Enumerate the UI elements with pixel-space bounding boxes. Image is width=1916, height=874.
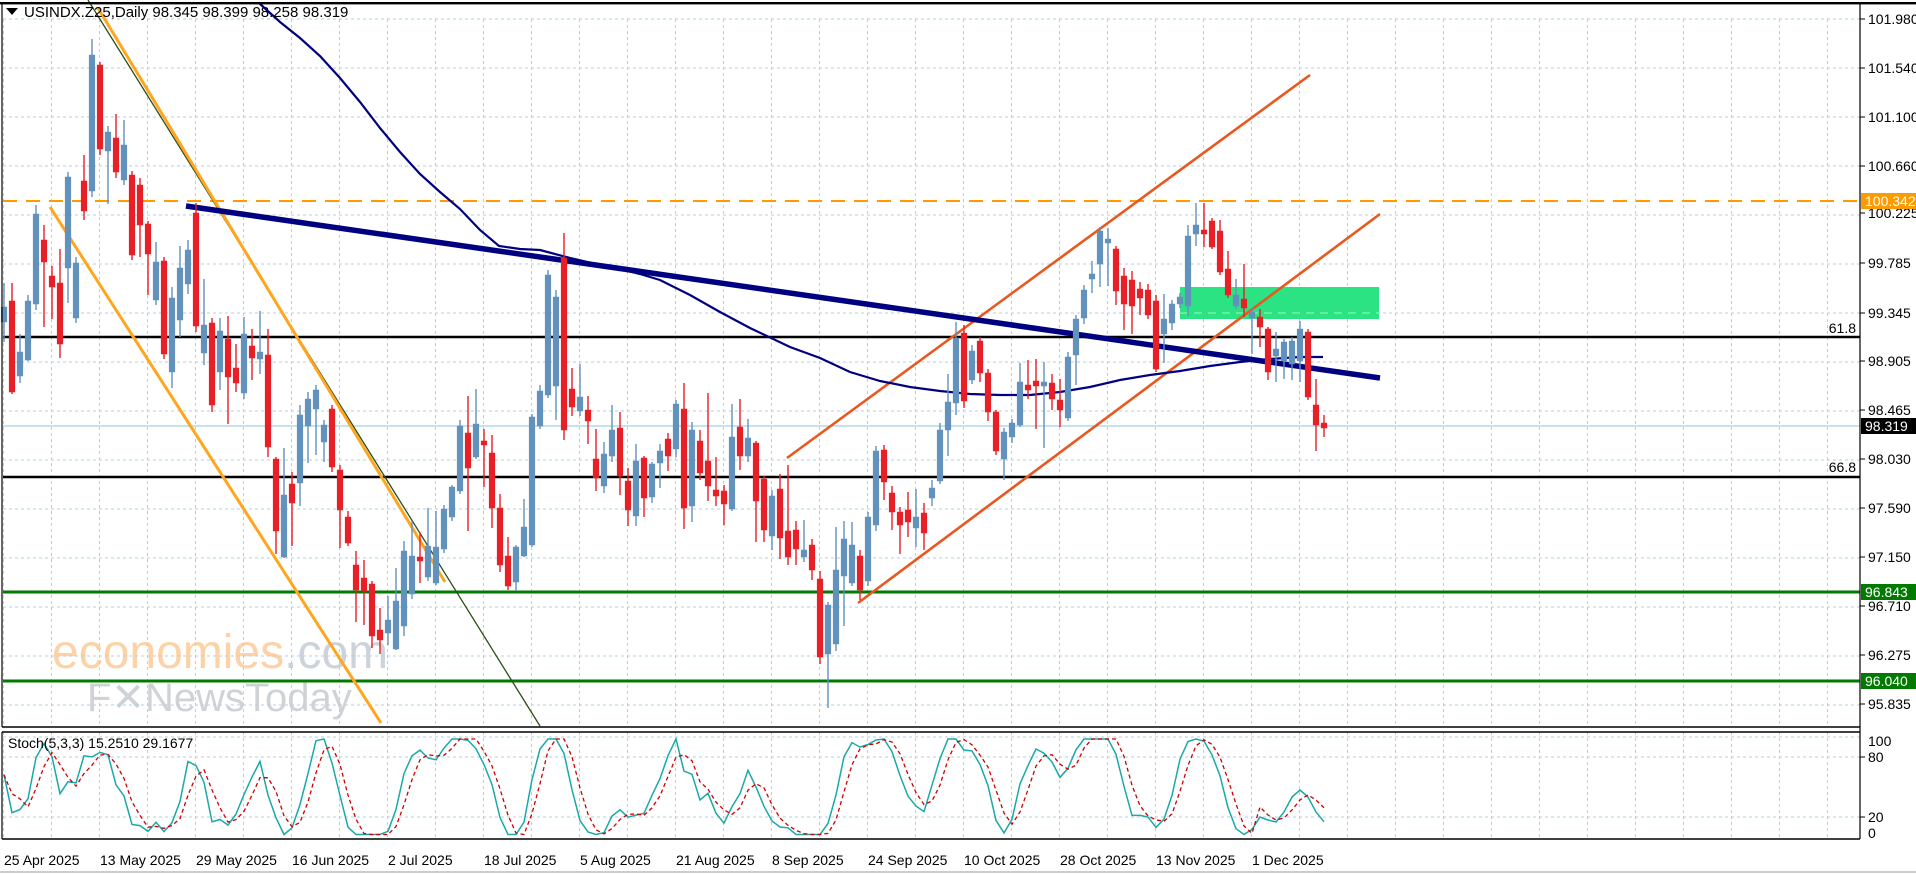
- svg-text:13 May 2025: 13 May 2025: [100, 852, 181, 868]
- svg-text:0: 0: [1868, 825, 1876, 841]
- svg-text:98.465: 98.465: [1868, 402, 1911, 418]
- svg-text:economies.com: economies.com: [52, 626, 388, 679]
- svg-text:80: 80: [1868, 749, 1884, 765]
- svg-text:10 Oct 2025: 10 Oct 2025: [964, 852, 1040, 868]
- svg-text:96.843: 96.843: [1865, 584, 1908, 600]
- svg-text:100.342: 100.342: [1865, 193, 1916, 209]
- svg-text:98.905: 98.905: [1868, 353, 1911, 369]
- svg-text:96.040: 96.040: [1865, 673, 1908, 689]
- svg-text:21 Aug 2025: 21 Aug 2025: [676, 852, 755, 868]
- svg-text:24 Sep 2025: 24 Sep 2025: [868, 852, 948, 868]
- svg-text:97.590: 97.590: [1868, 500, 1911, 516]
- svg-text:Stoch(5,3,3) 15.2510 29.1677: Stoch(5,3,3) 15.2510 29.1677: [8, 735, 193, 751]
- svg-text:66.8: 66.8: [1829, 459, 1856, 475]
- svg-text:USINDX.Z25,Daily 98.345 98.39: USINDX.Z25,Daily 98.345 98.399 98.258 98…: [24, 4, 348, 21]
- svg-text:101.100: 101.100: [1868, 109, 1916, 125]
- svg-text:25 Apr 2025: 25 Apr 2025: [4, 852, 80, 868]
- svg-text:28 Oct 2025: 28 Oct 2025: [1060, 852, 1136, 868]
- svg-text:101.980: 101.980: [1868, 11, 1916, 27]
- svg-text:8 Sep 2025: 8 Sep 2025: [772, 852, 844, 868]
- svg-text:101.540: 101.540: [1868, 60, 1916, 76]
- svg-text:99.785: 99.785: [1868, 255, 1911, 271]
- svg-text:61.8: 61.8: [1829, 320, 1856, 336]
- svg-text:99.345: 99.345: [1868, 305, 1911, 321]
- svg-text:96.710: 96.710: [1868, 598, 1911, 614]
- svg-text:13 Nov 2025: 13 Nov 2025: [1156, 852, 1236, 868]
- svg-text:100: 100: [1868, 733, 1892, 749]
- svg-text:20: 20: [1868, 809, 1884, 825]
- svg-text:96.275: 96.275: [1868, 647, 1911, 663]
- svg-text:F✕NewsToday: F✕NewsToday: [87, 676, 352, 720]
- svg-text:97.150: 97.150: [1868, 549, 1911, 565]
- svg-text:18 Jul 2025: 18 Jul 2025: [484, 852, 557, 868]
- svg-text:16 Jun 2025: 16 Jun 2025: [292, 852, 369, 868]
- svg-text:29 May 2025: 29 May 2025: [196, 852, 277, 868]
- svg-text:100.660: 100.660: [1868, 158, 1916, 174]
- svg-text:2 Jul 2025: 2 Jul 2025: [388, 852, 453, 868]
- svg-text:95.835: 95.835: [1868, 696, 1911, 712]
- svg-text:1 Dec 2025: 1 Dec 2025: [1252, 852, 1324, 868]
- svg-text:98.319: 98.319: [1865, 418, 1908, 434]
- svg-text:5 Aug 2025: 5 Aug 2025: [580, 852, 651, 868]
- svg-text:98.030: 98.030: [1868, 451, 1911, 467]
